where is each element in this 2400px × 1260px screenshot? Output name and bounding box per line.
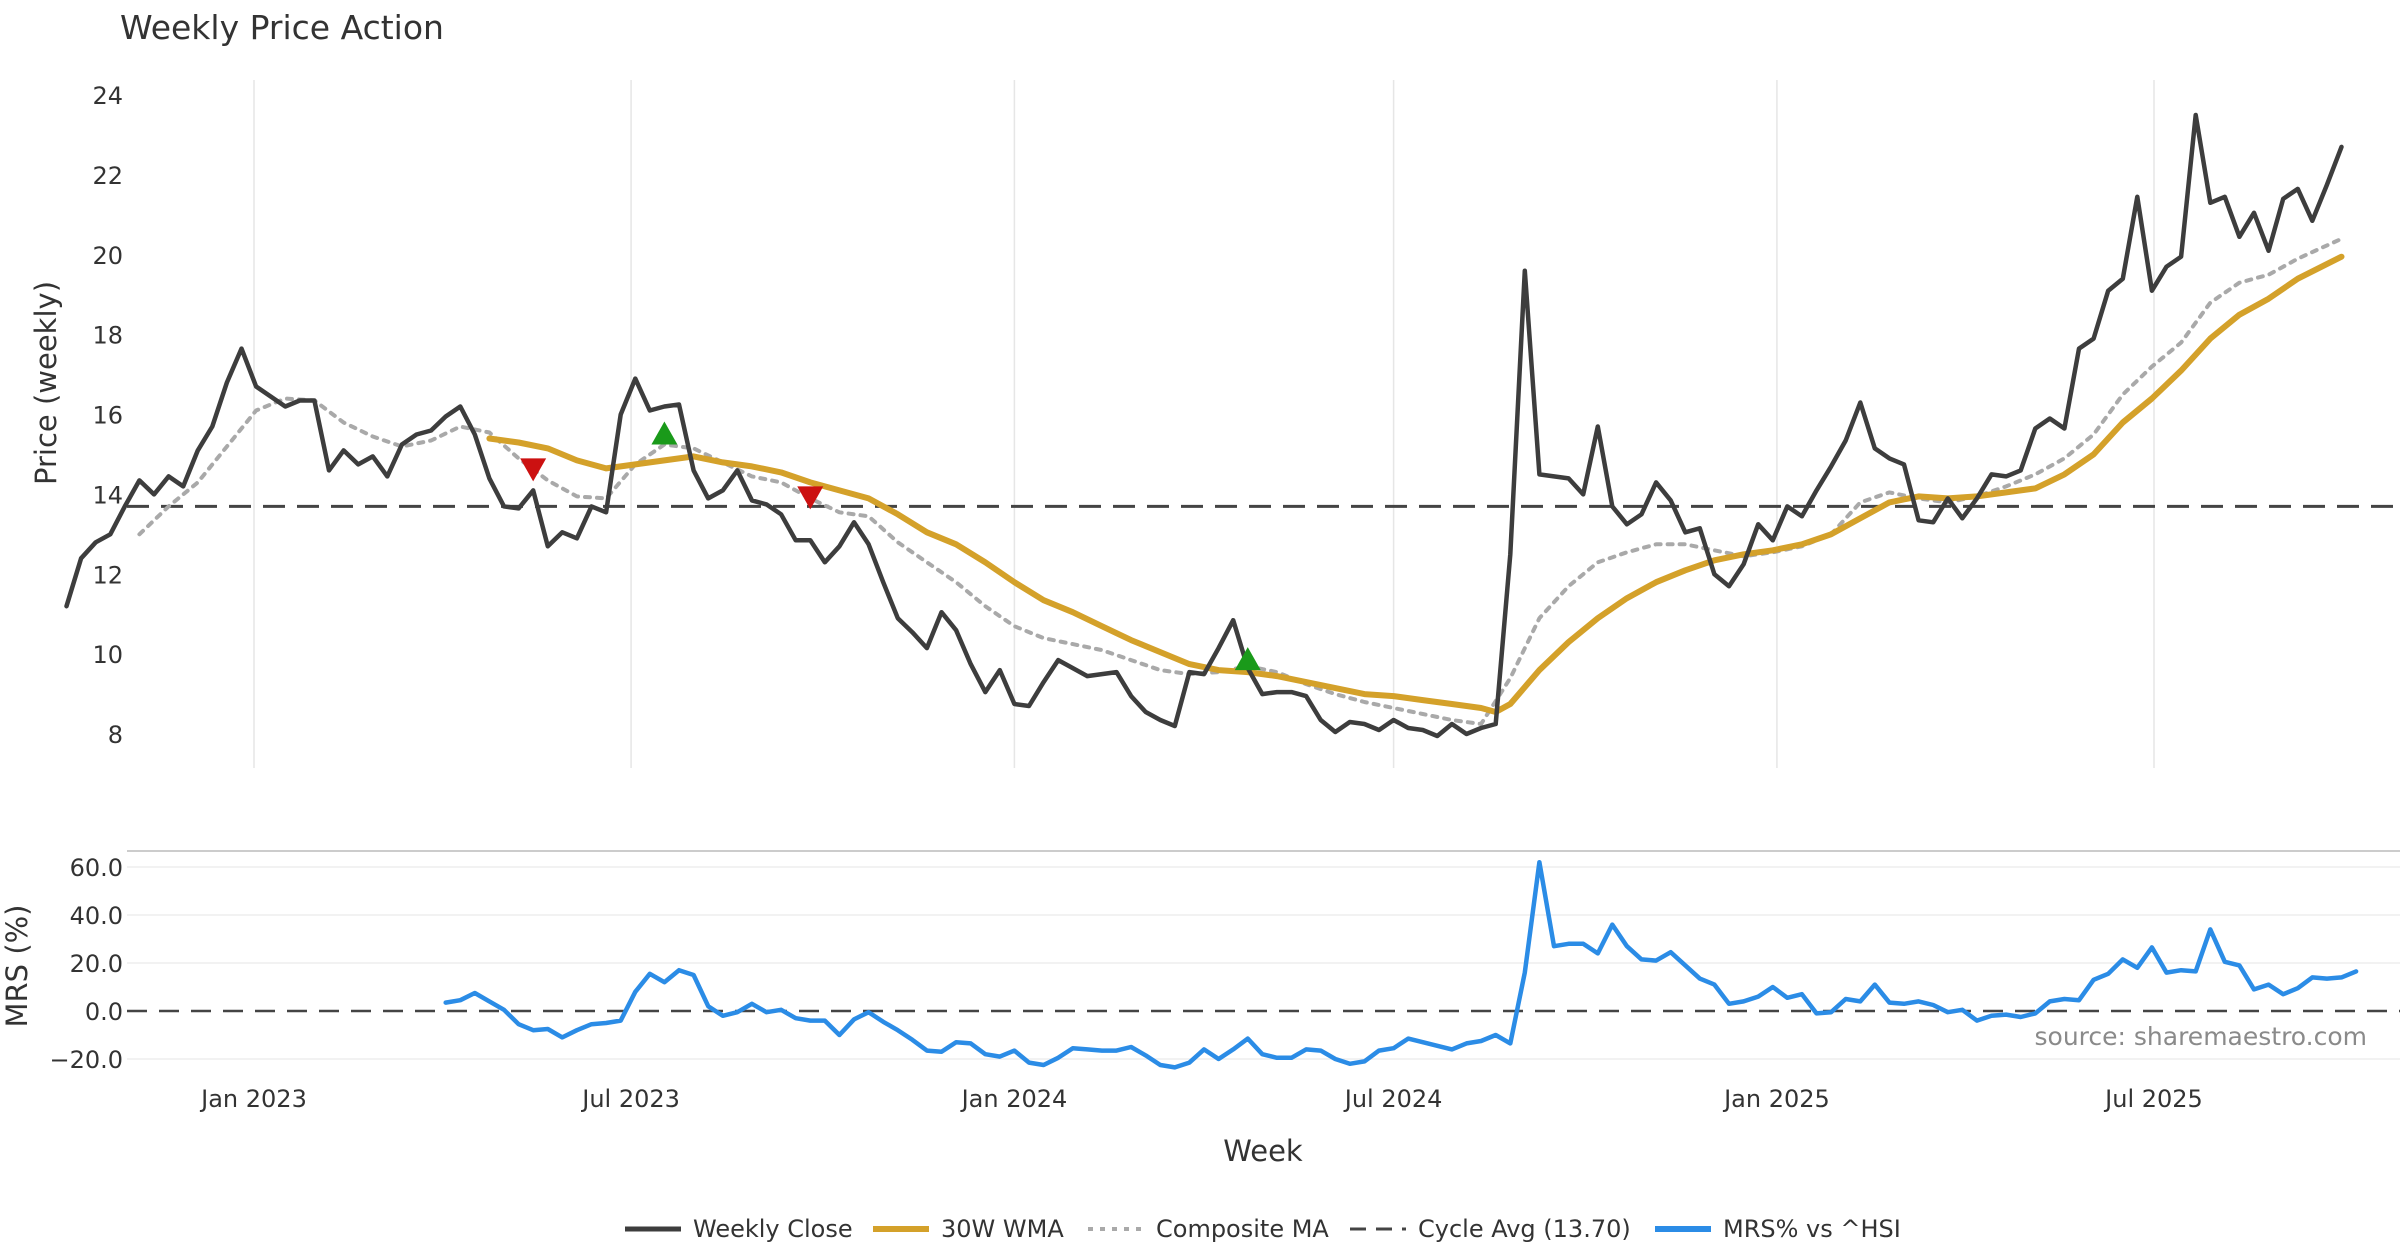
signal-markers bbox=[520, 421, 1261, 671]
price-y-tick-label: 16 bbox=[92, 402, 123, 430]
legend-label: Cycle Avg (13.70) bbox=[1418, 1215, 1631, 1243]
mrs-y-axis-label: MRS (%) bbox=[0, 905, 34, 1028]
sell-signal-marker bbox=[797, 486, 824, 510]
price-y-tick-labels: 8 10 12 14 16 18 20 22 24 bbox=[92, 82, 123, 749]
mrs-panel: 60.0 40.0 20.0 0.0 −20.0 source: sharemaestr… bbox=[0, 850, 2400, 1074]
mrs-y-tick-label: −20.0 bbox=[49, 1046, 123, 1074]
price-x-gridlines bbox=[253, 80, 2155, 768]
price-y-tick-label: 22 bbox=[92, 162, 123, 190]
x-tick-label: Jan 2023 bbox=[199, 1085, 307, 1113]
x-tick-label: Jan 2025 bbox=[1722, 1085, 1830, 1113]
price-y-tick-label: 20 bbox=[92, 242, 123, 270]
legend-label: 30W WMA bbox=[941, 1215, 1064, 1243]
mrs-line bbox=[443, 859, 2359, 1070]
chart-title: Weekly Price Action bbox=[120, 8, 444, 47]
price-y-tick-label: 12 bbox=[92, 561, 123, 589]
legend-label: Weekly Close bbox=[693, 1215, 853, 1243]
price-panel: 8 10 12 14 16 18 20 22 24 Price (weekly) bbox=[29, 80, 2400, 768]
mrs-y-gridlines bbox=[127, 866, 2400, 1060]
legend: Weekly Close 30W WMA Composite MA Cycle Avg… bbox=[625, 1215, 1901, 1243]
x-tick-label: Jul 2024 bbox=[1343, 1085, 1443, 1113]
mrs-y-tick-labels: 60.0 40.0 20.0 0.0 −20.0 bbox=[49, 854, 123, 1074]
price-y-axis-label: Price (weekly) bbox=[29, 281, 63, 485]
legend-label: MRS% vs ^HSI bbox=[1723, 1215, 1901, 1243]
x-tick-labels: Jan 2023 Jul 2023 Jan 2024 Jul 2024 Jan 2025… bbox=[199, 1085, 2203, 1113]
buy-signal-marker bbox=[1234, 647, 1261, 671]
price-y-tick-label: 14 bbox=[92, 481, 123, 509]
weekly-close-line bbox=[64, 112, 2344, 739]
price-y-tick-label: 24 bbox=[92, 82, 123, 110]
buy-signal-marker bbox=[651, 421, 678, 445]
price-y-tick-label: 8 bbox=[108, 721, 123, 749]
wma-30w-line bbox=[486, 253, 2345, 715]
mrs-y-tick-label: 20.0 bbox=[70, 950, 123, 978]
price-y-tick-label: 18 bbox=[92, 322, 123, 350]
price-y-tick-label: 10 bbox=[92, 641, 123, 669]
x-axis-label: Week bbox=[1223, 1134, 1303, 1168]
legend-label: Composite MA bbox=[1156, 1215, 1329, 1243]
mrs-y-tick-label: 0.0 bbox=[85, 998, 123, 1026]
mrs-y-tick-label: 40.0 bbox=[70, 902, 123, 930]
mrs-y-tick-label: 60.0 bbox=[70, 854, 123, 882]
x-tick-label: Jul 2023 bbox=[580, 1085, 680, 1113]
source-note: source: sharemaestro.com bbox=[2035, 1022, 2368, 1051]
x-tick-label: Jan 2024 bbox=[960, 1085, 1068, 1113]
x-tick-label: Jul 2025 bbox=[2103, 1085, 2203, 1113]
sell-signal-marker bbox=[520, 458, 547, 482]
